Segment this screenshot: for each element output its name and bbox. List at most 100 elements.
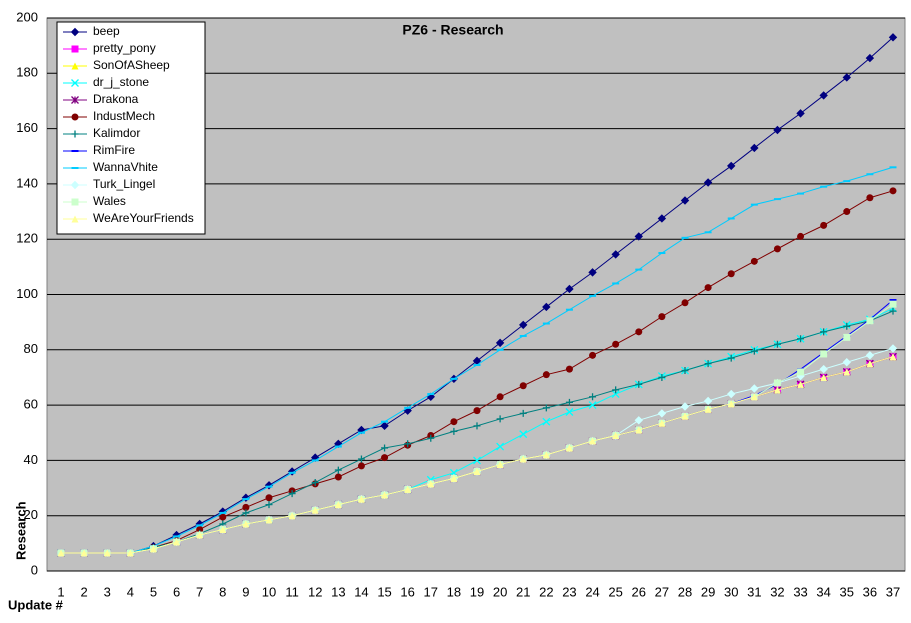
marker bbox=[496, 415, 504, 423]
marker bbox=[842, 358, 851, 367]
x-tick-label: 29 bbox=[701, 584, 715, 599]
marker bbox=[680, 196, 690, 205]
marker bbox=[750, 347, 758, 355]
x-tick-label: 2 bbox=[80, 584, 87, 599]
x-tick-label: 23 bbox=[562, 584, 576, 599]
x-tick-label: 28 bbox=[678, 584, 692, 599]
marker bbox=[865, 351, 875, 360]
marker bbox=[450, 474, 458, 482]
marker bbox=[565, 408, 574, 416]
x-tick-label: 35 bbox=[840, 584, 854, 599]
marker bbox=[496, 442, 505, 451]
legend-label: WeAreYourFriends bbox=[93, 211, 194, 225]
x-tick-label: 5 bbox=[150, 584, 157, 599]
marker bbox=[565, 444, 573, 452]
marker bbox=[820, 221, 828, 229]
marker bbox=[658, 313, 666, 321]
marker bbox=[657, 214, 667, 223]
marker bbox=[542, 404, 550, 412]
y-tick-label: 0 bbox=[31, 562, 38, 577]
marker bbox=[704, 405, 712, 413]
x-tick-label: 20 bbox=[493, 584, 507, 599]
x-tick-label: 22 bbox=[539, 584, 553, 599]
marker bbox=[635, 328, 643, 336]
x-tick-label: 18 bbox=[447, 584, 461, 599]
marker bbox=[70, 180, 80, 190]
marker bbox=[219, 526, 227, 534]
x-tick-label: 14 bbox=[354, 584, 368, 599]
legend-label: IndustMech bbox=[93, 109, 155, 123]
marker bbox=[334, 473, 342, 481]
marker bbox=[565, 284, 574, 294]
x-tick-label: 6 bbox=[173, 584, 180, 599]
marker bbox=[842, 73, 851, 82]
marker bbox=[797, 232, 805, 240]
x-tick-label: 7 bbox=[196, 584, 203, 599]
marker bbox=[149, 545, 157, 553]
marker bbox=[265, 501, 273, 509]
legend-label: Drakona bbox=[93, 92, 139, 106]
marker bbox=[381, 454, 389, 462]
marker bbox=[357, 462, 365, 470]
x-tick-label: 27 bbox=[655, 584, 669, 599]
marker bbox=[727, 354, 735, 362]
marker bbox=[589, 393, 597, 401]
marker bbox=[796, 109, 805, 118]
marker bbox=[334, 466, 342, 474]
marker bbox=[681, 367, 689, 375]
marker bbox=[71, 45, 79, 53]
marker bbox=[589, 437, 597, 445]
y-tick-label: 80 bbox=[24, 341, 38, 356]
marker bbox=[450, 427, 458, 435]
x-tick-label: 1 bbox=[57, 584, 64, 599]
marker bbox=[820, 328, 828, 336]
marker bbox=[427, 480, 435, 488]
x-tick-label: 12 bbox=[308, 584, 322, 599]
legend-label: beep bbox=[93, 24, 120, 38]
marker bbox=[889, 353, 897, 361]
marker bbox=[773, 340, 781, 348]
marker bbox=[242, 509, 250, 517]
x-tick-label: 17 bbox=[424, 584, 438, 599]
x-tick-label: 30 bbox=[724, 584, 738, 599]
x-tick-label: 13 bbox=[331, 584, 345, 599]
marker bbox=[865, 53, 875, 63]
marker bbox=[71, 130, 79, 138]
x-tick-label: 10 bbox=[262, 584, 276, 599]
legend-label: RimFire bbox=[93, 143, 135, 157]
marker bbox=[889, 307, 897, 315]
marker bbox=[496, 461, 504, 469]
marker bbox=[727, 161, 736, 171]
marker bbox=[820, 350, 828, 358]
marker bbox=[565, 398, 573, 406]
marker bbox=[496, 393, 504, 401]
y-tick-label: 200 bbox=[16, 9, 38, 24]
marker bbox=[241, 493, 251, 502]
marker bbox=[265, 494, 273, 502]
marker bbox=[889, 300, 897, 308]
marker bbox=[866, 194, 874, 202]
marker bbox=[820, 373, 828, 381]
y-tick-label: 40 bbox=[24, 452, 38, 467]
marker bbox=[542, 302, 551, 312]
marker bbox=[888, 344, 898, 353]
marker bbox=[404, 440, 412, 448]
marker bbox=[519, 455, 527, 463]
x-tick-label: 21 bbox=[516, 584, 530, 599]
marker bbox=[680, 402, 690, 411]
marker bbox=[519, 430, 528, 439]
marker bbox=[866, 317, 874, 325]
marker bbox=[450, 418, 458, 426]
x-tick-label: 37 bbox=[886, 584, 900, 599]
marker bbox=[843, 333, 851, 341]
x-tick-label: 33 bbox=[793, 584, 807, 599]
marker bbox=[773, 245, 781, 253]
x-tick-label: 24 bbox=[585, 584, 599, 599]
marker bbox=[589, 351, 597, 359]
x-tick-label: 11 bbox=[285, 584, 299, 599]
marker bbox=[866, 360, 874, 368]
marker bbox=[288, 512, 296, 520]
marker bbox=[819, 91, 828, 100]
marker bbox=[311, 479, 319, 487]
